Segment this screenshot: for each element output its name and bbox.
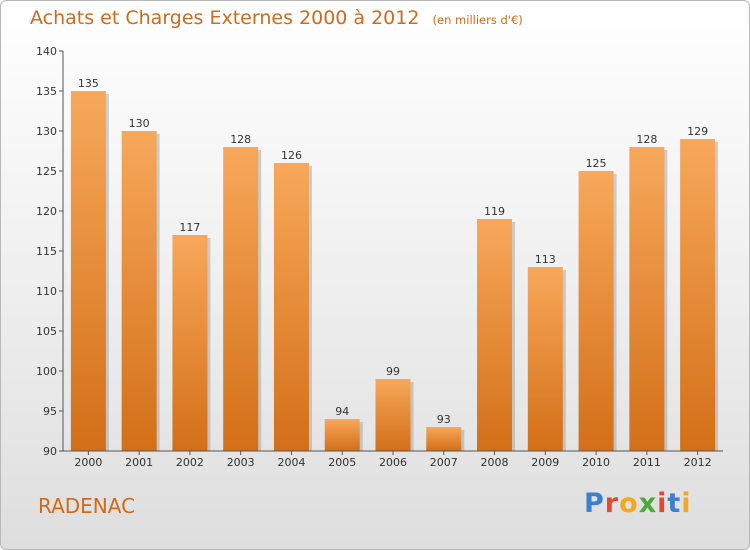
logo-letter: x [638,488,658,519]
value-label-2004: 126 [281,149,302,162]
logo-letter: t [667,488,682,519]
logo-letter: o [619,488,639,519]
y-tick-label: 125 [36,165,57,178]
x-tick-label: 2004 [277,456,305,469]
y-tick-label: 130 [36,125,57,138]
logo-letter: i [681,488,692,519]
value-label-2010: 125 [586,157,607,170]
value-label-2003: 128 [230,133,251,146]
x-tick-label: 2007 [430,456,458,469]
commune-name: RADENAC [38,494,136,518]
value-label-2012: 129 [687,125,708,138]
x-tick-label: 2009 [531,456,559,469]
value-label-2001: 130 [129,117,150,130]
bar-2011[interactable] [629,147,665,451]
proxiti-logo[interactable]: Proxiti [584,488,692,519]
chart-title: Achats et Charges Externes 2000 à 2012 [30,7,420,29]
value-label-2005: 94 [335,405,349,418]
y-tick-label: 105 [36,325,57,338]
bar-2004[interactable] [273,163,309,451]
bar-2001[interactable] [121,131,157,451]
y-tick-label: 120 [36,205,57,218]
x-tick-label: 2006 [379,456,407,469]
value-label-2008: 119 [484,205,505,218]
x-tick-label: 2011 [633,456,661,469]
bar-2000[interactable] [70,91,106,451]
y-tick-label: 110 [36,285,57,298]
y-tick-label: 140 [36,45,57,58]
y-tick-label: 90 [43,445,57,458]
x-tick-label: 2005 [328,456,356,469]
bar-2009[interactable] [527,267,563,451]
y-tick-label: 100 [36,365,57,378]
logo-letter: P [584,488,605,519]
chart-unit: (en milliers d'€) [432,13,523,27]
x-tick-label: 2012 [684,456,712,469]
y-tick-label: 95 [43,405,57,418]
title-row: Achats et Charges Externes 2000 à 2012 (… [30,7,523,29]
x-tick-label: 2000 [74,456,102,469]
value-label-2000: 135 [78,77,99,90]
x-tick-label: 2002 [176,456,204,469]
value-label-2011: 128 [636,133,657,146]
bar-2003[interactable] [223,147,259,451]
bar-2010[interactable] [578,171,614,451]
value-label-2009: 113 [535,253,556,266]
value-label-2002: 117 [179,221,200,234]
x-tick-label: 2008 [481,456,509,469]
logo-letter: r [604,488,620,519]
y-tick-label: 135 [36,85,57,98]
bar-2005[interactable] [324,419,360,451]
value-label-2006: 99 [386,365,400,378]
x-tick-label: 2001 [125,456,153,469]
x-tick-label: 2003 [227,456,255,469]
y-tick-label: 115 [36,245,57,258]
bar-2012[interactable] [680,139,716,451]
bar-2008[interactable] [477,219,513,451]
x-tick-label: 2010 [582,456,610,469]
bar-2002[interactable] [172,235,208,451]
bar-2007[interactable] [426,427,462,451]
value-label-2007: 93 [437,413,451,426]
logo-letter: i [657,488,668,519]
bar-2006[interactable] [375,379,411,451]
